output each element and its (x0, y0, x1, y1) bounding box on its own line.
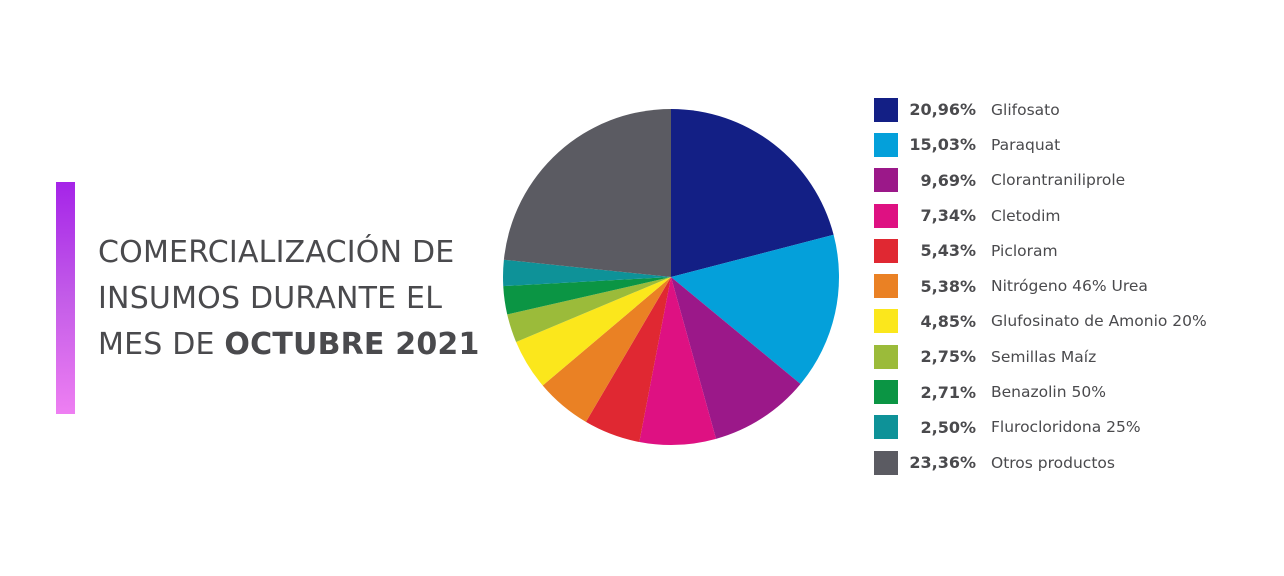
title-line-3-bold: OCTUBRE 2021 (224, 327, 480, 362)
legend-swatch (874, 97, 898, 122)
legend-swatch (874, 450, 898, 475)
legend-swatch (874, 309, 898, 334)
legend-item: 15,03% Paraquat (874, 127, 1274, 162)
pie-slice-semillas-ma-z (507, 277, 671, 342)
pie-slice-glifosato (671, 109, 834, 277)
accent-bar (56, 182, 75, 414)
pie-slice-nitr-geno-46-urea (542, 277, 671, 422)
pie-slice-otros-productos (503, 109, 671, 277)
legend-label: Picloram (991, 241, 1058, 260)
pie-slice-cletodim (639, 277, 717, 445)
legend-label: Otros productos (991, 453, 1115, 472)
legend: 20,96% Glifosato 15,03% Paraquat 9,69% Cloran… (874, 92, 1274, 480)
pie-slice-flurocloridona-25 (503, 259, 671, 287)
legend-label: Flurocloridona 25% (991, 418, 1141, 437)
legend-label: Paraquat (991, 135, 1061, 154)
legend-label: Nitrógeno 46% Urea (991, 277, 1148, 296)
title-line-1: COMERCIALIZACIÓN DE (98, 235, 455, 270)
legend-swatch (874, 203, 898, 228)
legend-item: 2,50% Flurocloridona 25% (874, 410, 1274, 445)
pie-slice-picloram (585, 277, 671, 442)
legend-swatch (874, 344, 898, 369)
legend-swatch (874, 132, 898, 157)
legend-item: 23,36% Otros productos (874, 445, 1274, 480)
pie-slice-paraquat (671, 234, 839, 385)
legend-label: Glifosato (991, 100, 1060, 119)
legend-item: 7,34% Cletodim (874, 198, 1274, 233)
title-line-2: INSUMOS DURANTE EL (98, 281, 443, 316)
legend-percentage: 23,36% (909, 453, 976, 473)
legend-swatch (874, 380, 898, 405)
pie-slice-clorantraniliprole (671, 277, 801, 439)
title-line-3-prefix: MES DE (98, 327, 225, 362)
legend-swatch (874, 168, 898, 193)
legend-percentage: 4,85% (920, 311, 976, 331)
legend-percentage: 20,96% (909, 100, 976, 120)
pie-slice-benazolin-50 (503, 277, 671, 315)
legend-percentage: 5,43% (920, 241, 976, 261)
title-line-3: MES DE OCTUBRE 2021 (98, 322, 480, 368)
legend-label: Benazolin 50% (991, 383, 1106, 402)
legend-item: 2,75% Semillas Maíz (874, 339, 1274, 374)
legend-label: Cletodim (991, 206, 1061, 225)
legend-swatch (874, 238, 898, 263)
legend-label: Semillas Maíz (991, 347, 1097, 366)
legend-percentage: 5,38% (920, 276, 976, 296)
legend-percentage: 2,75% (920, 347, 976, 367)
legend-percentage: 2,71% (920, 382, 976, 402)
legend-percentage: 9,69% (920, 170, 976, 190)
pie-chart (503, 109, 839, 445)
legend-label: Glufosinato de Amonio 20% (991, 312, 1207, 331)
legend-percentage: 7,34% (920, 206, 976, 226)
legend-swatch (874, 274, 898, 299)
legend-swatch (874, 415, 898, 440)
legend-label: Clorantraniliprole (991, 171, 1126, 190)
legend-percentage: 15,03% (909, 135, 976, 155)
legend-percentage: 2,50% (920, 417, 976, 437)
chart-title: COMERCIALIZACIÓN DE INSUMOS DURANTE EL M… (98, 230, 480, 368)
legend-item: 20,96% Glifosato (874, 92, 1274, 127)
legend-item: 5,43% Picloram (874, 233, 1274, 268)
legend-item: 9,69% Clorantraniliprole (874, 163, 1274, 198)
legend-item: 5,38% Nitrógeno 46% Urea (874, 268, 1274, 303)
pie-slice-glufosinato-de-amonio-20 (516, 277, 671, 386)
legend-item: 4,85% Glufosinato de Amonio 20% (874, 304, 1274, 339)
legend-item: 2,71% Benazolin 50% (874, 374, 1274, 409)
